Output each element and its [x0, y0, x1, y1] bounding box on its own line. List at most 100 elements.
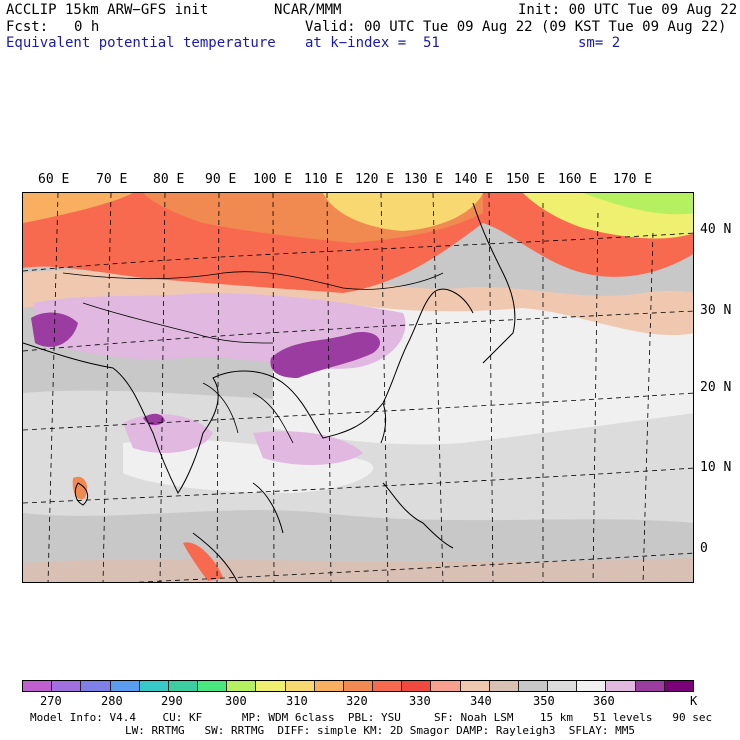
- field-name: Equivalent potential temperature: [6, 35, 276, 51]
- field-band-green: [583, 193, 693, 215]
- border-himalaya: [82, 302, 274, 344]
- meridian: [642, 232, 654, 582]
- model-info-line-1: Model Info: V4.4 CU: KF MP: WDM 6class P…: [30, 711, 713, 724]
- field-band-yellow: [323, 193, 483, 231]
- meridian: [488, 193, 494, 582]
- lon-label: 110 E: [304, 172, 344, 187]
- colorbar-tick: 290: [161, 694, 183, 708]
- meridian: [592, 212, 599, 582]
- lon-label: 130 E: [404, 172, 444, 187]
- field-core-purple: [270, 332, 381, 378]
- colorbar-swatch: [81, 681, 111, 691]
- colorbar-swatch: [52, 681, 82, 691]
- meridian: [159, 193, 166, 582]
- colorbar-swatch: [518, 681, 549, 691]
- equivalent-potential-temperature-map: [23, 193, 693, 582]
- lon-label: 150 E: [506, 172, 546, 187]
- field-band-orange-light: [23, 193, 133, 223]
- meridian: [432, 193, 444, 582]
- colorbar-tick: 330: [409, 694, 431, 708]
- parallel-20n: [23, 392, 693, 431]
- meridian: [47, 193, 59, 582]
- colorbar-swatch: [460, 681, 490, 691]
- colorbar-swatch: [314, 681, 344, 691]
- forecast-label: Fcst:: [6, 19, 49, 35]
- lon-label: 140 E: [454, 172, 494, 187]
- philippines-coastline: [382, 482, 454, 549]
- parallel-equator: [135, 552, 693, 582]
- colorbar-swatch: [343, 681, 374, 691]
- border-myanmar: [202, 382, 239, 434]
- colorbar-swatch: [110, 681, 140, 691]
- mainland-coastline: [23, 288, 474, 494]
- field-band-orange: [72, 476, 88, 500]
- lat-label: 10 N: [700, 460, 732, 475]
- meridian: [272, 193, 275, 582]
- colorbar: [22, 680, 694, 692]
- lon-label: 170 E: [613, 172, 653, 187]
- lat-label: 40 N: [700, 222, 732, 237]
- colorbar-swatch: [168, 681, 199, 691]
- colorbar-swatch: [373, 681, 403, 691]
- map-panel: [22, 192, 694, 583]
- model-info-line-2: LW: RRTMG SW: RRTMG DIFF: simple KM: 2D …: [125, 724, 635, 737]
- colorbar-swatch: [227, 681, 257, 691]
- valid-time: Valid: 00 UTC Tue 09 Aug 22 (09 KST Tue …: [305, 19, 727, 35]
- colorbar-swatch: [577, 681, 607, 691]
- japan-coastline: [472, 202, 516, 364]
- malay-peninsula-coastline: [252, 482, 284, 534]
- field-band-tan: [23, 558, 693, 582]
- meridian: [380, 193, 389, 582]
- border-north: [62, 271, 444, 290]
- colorbar-swatch: [23, 681, 53, 691]
- sri-lanka-coastline: [74, 482, 89, 506]
- forecast-hour: 0 h: [74, 19, 100, 35]
- lon-label: 80 E: [153, 172, 185, 187]
- colorbar-swatch: [548, 681, 578, 691]
- lat-label: 20 N: [700, 380, 732, 395]
- lon-label: 60 E: [38, 172, 70, 187]
- colorbar-tick: 270: [40, 694, 62, 708]
- graticule: [23, 193, 693, 582]
- meridian: [102, 193, 112, 582]
- lat-label: 30 N: [700, 303, 732, 318]
- colorbar-swatch: [664, 681, 693, 691]
- colorbar-tick: 280: [101, 694, 123, 708]
- lon-label: 70 E: [96, 172, 128, 187]
- colorbar-swatch: [635, 681, 665, 691]
- parallel-40n: [23, 232, 693, 272]
- borders: [62, 271, 444, 444]
- colorbar-swatch: [402, 681, 432, 691]
- border-indochina: [252, 392, 294, 444]
- colorbar-swatch: [431, 681, 461, 691]
- colorbar-tick: 300: [225, 694, 247, 708]
- level-info: at k−index = 51: [305, 35, 440, 51]
- colorbar-tick: 360: [593, 694, 615, 708]
- taiwan-coastline: [380, 402, 387, 444]
- colorbar-swatch: [489, 681, 519, 691]
- model-title: ACCLIP 15km ARW−GFS init: [6, 2, 209, 18]
- colorbar-unit: K: [690, 694, 698, 708]
- field-band-peach: [23, 270, 693, 336]
- lon-label: 90 E: [205, 172, 237, 187]
- field-band-lavender: [253, 431, 363, 465]
- lon-label: 100 E: [253, 172, 293, 187]
- smoothing-info: sm= 2: [578, 35, 621, 51]
- colorbar-swatch: [139, 681, 169, 691]
- field-band-lavender: [123, 414, 213, 453]
- colorbar-tick: 320: [346, 694, 368, 708]
- colorbar-tick: 340: [470, 694, 492, 708]
- colorbar-swatch: [285, 681, 315, 691]
- init-time: Init: 00 UTC Tue 09 Aug 22: [518, 2, 738, 18]
- colorbar-tick: 350: [533, 694, 555, 708]
- lat-label: 0: [700, 541, 708, 556]
- center-label: NCAR/MMM: [274, 2, 342, 18]
- meridian: [216, 193, 220, 582]
- meridian: [326, 193, 332, 582]
- lon-label: 160 E: [558, 172, 598, 187]
- parallel-10n: [23, 467, 693, 504]
- colorbar-swatch: [256, 681, 286, 691]
- colorbar-tick: 310: [286, 694, 308, 708]
- lon-label: 120 E: [355, 172, 395, 187]
- coastlines: [23, 202, 516, 582]
